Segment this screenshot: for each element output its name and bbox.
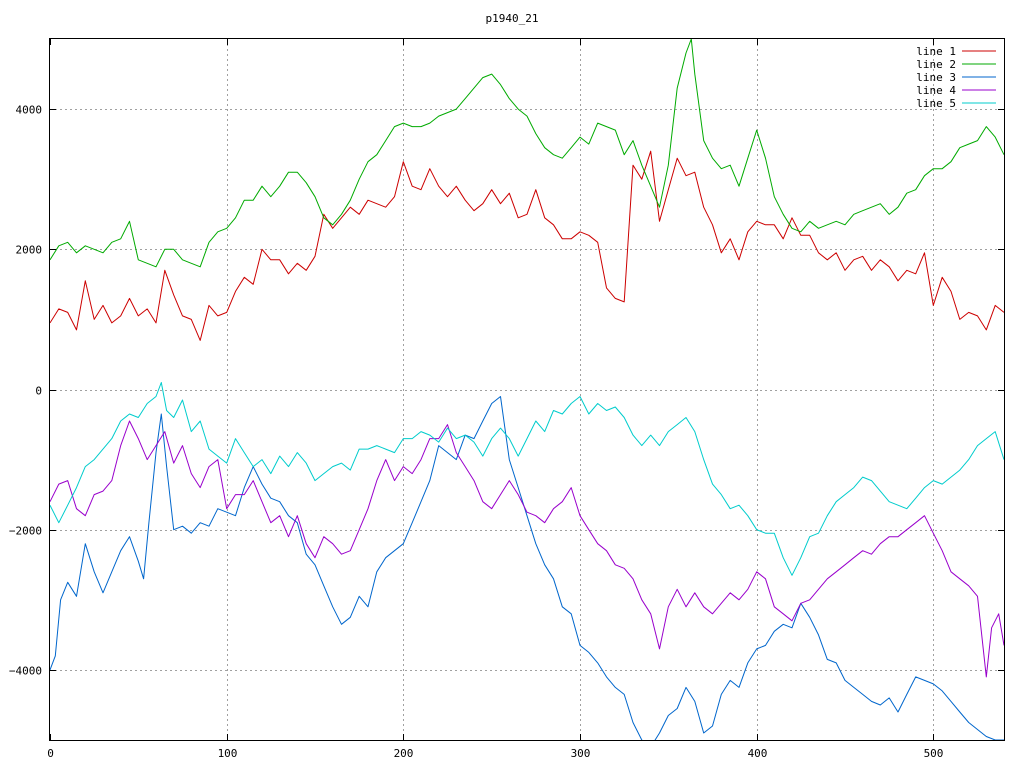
y-tick-label: −2000: [9, 525, 42, 538]
legend-label: line 2: [916, 58, 956, 71]
y-tick-label: 4000: [16, 104, 43, 117]
x-tick-label: 400: [748, 747, 768, 760]
axis-ticks: 0 100 200 300 400 500 −4000 −2000 0 2000 4000: [9, 39, 1004, 760]
series-line-2: [50, 39, 1004, 268]
x-tick-label: 500: [924, 747, 944, 760]
legend-label: line 1: [916, 45, 956, 58]
series-line-4: [50, 420, 1004, 678]
series-line-1: [50, 150, 1004, 341]
y-tick-label: −4000: [9, 665, 42, 678]
legend-label: line 4: [916, 84, 956, 97]
x-tick-label: 100: [218, 747, 238, 760]
legend-label: line 5: [916, 97, 956, 110]
series-line-5: [50, 382, 1004, 576]
plot-frame: [49, 38, 1005, 741]
x-tick-label: 300: [571, 747, 591, 760]
x-tick-label: 0: [47, 747, 54, 760]
series-lines: [50, 39, 1004, 740]
legend-label: line 3: [916, 71, 956, 84]
grid-lines: [50, 39, 1004, 740]
x-tick-label: 200: [394, 747, 414, 760]
chart-title: p1940_21: [486, 12, 539, 25]
y-tick-label: 2000: [16, 244, 43, 257]
y-tick-label: 0: [35, 385, 42, 398]
series-line-3: [50, 396, 1004, 740]
